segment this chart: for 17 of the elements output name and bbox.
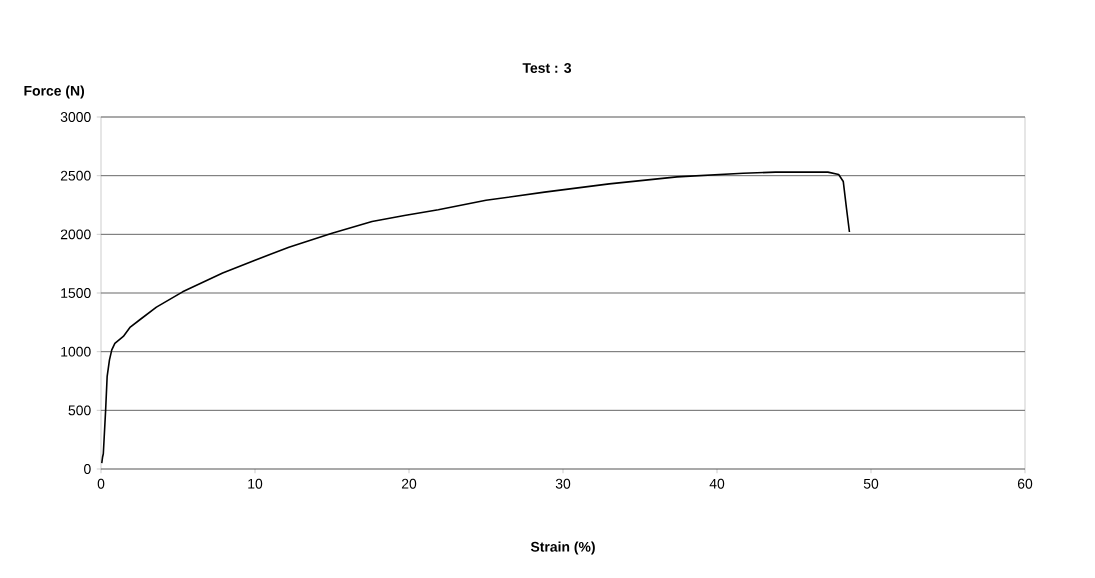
- y-tick-label: 1000: [61, 346, 91, 357]
- x-tick-label: 60: [1017, 478, 1033, 489]
- x-tick-label: 30: [555, 478, 571, 489]
- chart-title: Test : 3: [522, 63, 572, 73]
- y-tick-label: 2500: [60, 170, 91, 181]
- y-axis-title: Force (N): [24, 85, 85, 99]
- x-tick-label: 50: [863, 478, 879, 489]
- y-tick-label: 3000: [60, 112, 91, 122]
- y-tick-label: 1500: [61, 288, 91, 298]
- y-tick-label: 0: [84, 464, 91, 474]
- x-tick-label: 40: [709, 478, 725, 489]
- x-tick-label: 10: [248, 478, 263, 489]
- y-tick-label: 2000: [60, 229, 91, 240]
- x-axis-title: Strain (%): [530, 541, 595, 555]
- x-tick-label: 20: [401, 478, 417, 489]
- y-tick-label: 500: [68, 405, 91, 416]
- x-tick-label: 0: [97, 478, 105, 489]
